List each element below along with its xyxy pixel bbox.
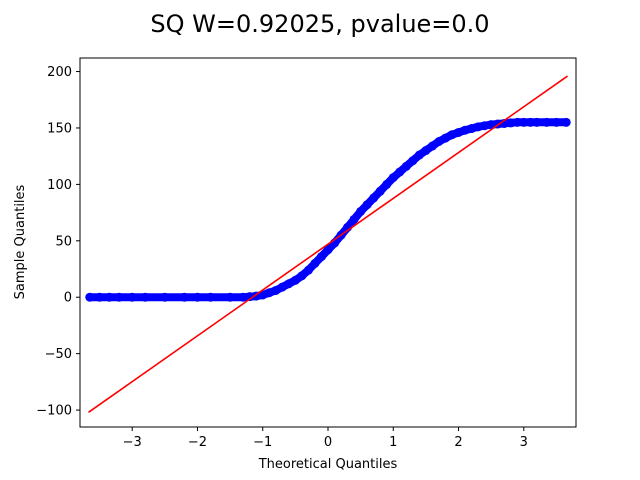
y-tick-label: 100 bbox=[47, 178, 72, 193]
sample-point bbox=[486, 120, 496, 130]
sample-point bbox=[95, 292, 105, 302]
sample-point bbox=[356, 206, 366, 216]
sample-point bbox=[388, 173, 398, 183]
x-axis: −3 −2 −1 0 1 2 3 bbox=[123, 427, 528, 450]
sample-point bbox=[414, 150, 424, 160]
sample-point bbox=[551, 117, 561, 127]
sample-point bbox=[85, 292, 95, 302]
sample-point bbox=[506, 118, 516, 128]
sample-point bbox=[316, 252, 326, 262]
sample-point bbox=[542, 117, 552, 127]
plot-frame bbox=[79, 57, 577, 428]
sample-point bbox=[395, 167, 405, 177]
sample-point bbox=[512, 117, 522, 127]
x-tick-label: 2 bbox=[454, 435, 462, 450]
y-tick-label: 0 bbox=[64, 291, 72, 306]
sample-point bbox=[369, 193, 379, 203]
sample-quantile-band bbox=[85, 118, 571, 302]
sample-point bbox=[206, 292, 216, 302]
sample-point bbox=[421, 146, 431, 156]
x-tick-label: −3 bbox=[123, 435, 142, 450]
sample-point bbox=[104, 292, 114, 302]
sample-point bbox=[192, 292, 202, 302]
sample-point bbox=[323, 245, 333, 255]
sample-point bbox=[303, 265, 313, 275]
x-tick-label: 0 bbox=[324, 435, 332, 450]
sample-point bbox=[519, 117, 529, 127]
sample-point bbox=[525, 117, 535, 127]
y-tick-label: 150 bbox=[47, 121, 72, 136]
sample-point bbox=[561, 117, 571, 127]
sample-point bbox=[310, 258, 320, 268]
sample-point bbox=[408, 156, 418, 166]
y-tick-label: 50 bbox=[55, 234, 72, 249]
sample-point bbox=[160, 292, 170, 302]
x-tick-label: −1 bbox=[253, 435, 272, 450]
chart-title: SQ W=0.92025, pvalue=0.0 bbox=[150, 10, 489, 38]
sample-point bbox=[114, 292, 124, 302]
sample-point bbox=[362, 200, 372, 210]
reference-line bbox=[88, 75, 568, 413]
sample-point bbox=[225, 292, 235, 302]
sample-point bbox=[297, 271, 307, 281]
y-axis: −100 −50 0 50 100 150 200 bbox=[36, 65, 80, 419]
y-tick-label: 200 bbox=[47, 65, 72, 80]
sample-point bbox=[245, 292, 255, 302]
sample-point bbox=[179, 292, 189, 302]
x-tick-label: 3 bbox=[520, 435, 528, 450]
sample-point bbox=[140, 292, 150, 302]
sample-point bbox=[127, 292, 137, 302]
y-tick-label: −100 bbox=[36, 404, 72, 419]
sample-point bbox=[382, 179, 392, 189]
sample-point bbox=[532, 117, 542, 127]
x-tick-label: −2 bbox=[188, 435, 207, 450]
sample-point bbox=[401, 161, 411, 171]
y-tick-label: −50 bbox=[45, 347, 72, 362]
y-axis-label: Sample Quantiles bbox=[13, 184, 28, 299]
plot-marks bbox=[85, 75, 571, 413]
sample-point bbox=[349, 214, 359, 224]
x-axis-label: Theoretical Quantiles bbox=[258, 457, 398, 472]
x-tick-label: 1 bbox=[389, 435, 397, 450]
sample-point bbox=[238, 292, 248, 302]
sample-point bbox=[375, 186, 385, 196]
sample-point bbox=[290, 275, 300, 285]
sample-point bbox=[427, 141, 437, 151]
